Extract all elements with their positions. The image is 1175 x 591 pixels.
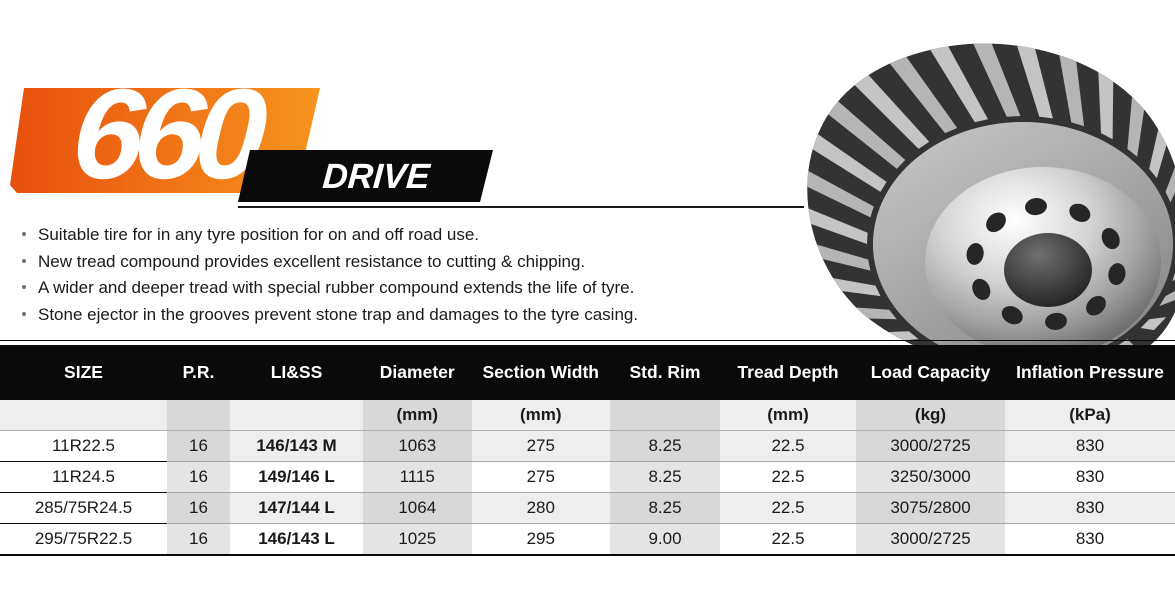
svg-text:DRIVE: DRIVE	[321, 157, 432, 196]
